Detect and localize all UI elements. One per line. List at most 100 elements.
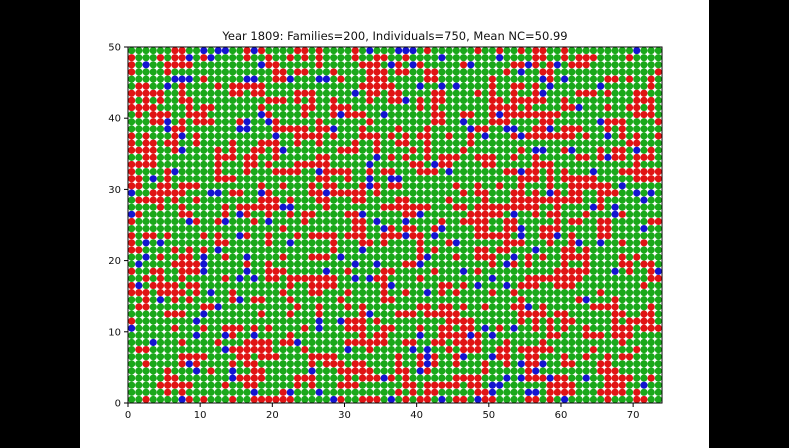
data-point: [351, 310, 359, 318]
data-point: [171, 224, 179, 233]
data-point: [402, 224, 410, 233]
data-point: [214, 253, 222, 261]
data-point: [488, 331, 497, 339]
data-point: [423, 189, 432, 197]
data-point: [373, 281, 381, 290]
data-point: [293, 103, 302, 112]
data-point: [330, 118, 338, 126]
data-point: [582, 146, 590, 154]
data-point: [625, 196, 634, 204]
data-point: [243, 395, 251, 404]
data-point: [459, 196, 468, 204]
data-point: [618, 61, 626, 69]
data-point: [142, 395, 150, 404]
data-point: [164, 324, 172, 332]
data-point: [344, 139, 352, 147]
data-point: [279, 146, 287, 154]
data-point: [221, 118, 230, 126]
data-point: [279, 61, 287, 69]
data-point: [229, 75, 237, 83]
data-point: [575, 324, 583, 332]
data-point: [481, 111, 489, 119]
data-point: [488, 96, 497, 104]
data-point: [156, 125, 165, 133]
data-point: [625, 388, 634, 396]
data-point: [589, 146, 598, 154]
data-point: [250, 246, 258, 254]
data-point: [380, 75, 388, 83]
data-point: [481, 246, 489, 254]
data-point: [611, 346, 619, 354]
data-point: [654, 210, 662, 218]
data-point: [149, 210, 157, 218]
data-point: [604, 296, 612, 304]
data-point: [604, 196, 612, 204]
data-point: [611, 139, 619, 147]
data-point: [207, 61, 215, 69]
data-point: [156, 46, 165, 55]
data-point: [156, 338, 165, 347]
data-point: [395, 367, 403, 375]
data-point: [517, 103, 525, 112]
data-point: [164, 253, 172, 261]
data-point: [431, 196, 439, 204]
data-point: [265, 331, 273, 339]
data-point: [192, 46, 201, 55]
data-point: [351, 388, 359, 396]
data-point: [178, 189, 186, 197]
data-point: [560, 89, 569, 97]
data-point: [625, 303, 634, 311]
data-point: [279, 103, 287, 112]
data-point: [142, 267, 150, 275]
data-point: [380, 182, 388, 190]
data-point: [330, 96, 338, 104]
data-point: [560, 217, 569, 226]
data-point: [135, 75, 143, 83]
data-point: [474, 46, 482, 55]
data-point: [135, 331, 143, 339]
data-point: [510, 203, 518, 211]
data-point: [164, 239, 172, 247]
data-point: [445, 381, 453, 389]
data-point: [366, 310, 374, 318]
data-point: [438, 381, 446, 389]
data-point: [207, 232, 215, 240]
data-point: [214, 331, 222, 339]
data-point: [481, 189, 489, 197]
data-point: [647, 132, 655, 140]
data-point: [229, 260, 237, 268]
data-point: [351, 303, 359, 311]
data-point: [423, 217, 432, 226]
data-point: [387, 61, 395, 69]
data-point: [171, 118, 179, 126]
data-point: [142, 103, 150, 112]
data-point: [546, 374, 554, 382]
data-point: [315, 346, 323, 354]
data-point: [128, 118, 136, 126]
data-point: [272, 160, 280, 169]
data-point: [395, 289, 403, 297]
data-point: [192, 217, 201, 226]
data-point: [351, 346, 359, 354]
data-point: [192, 367, 201, 375]
data-point: [510, 324, 518, 332]
data-point: [604, 175, 612, 183]
data-point: [604, 139, 612, 147]
data-point: [532, 388, 540, 396]
data-point: [315, 68, 323, 76]
data-point: [611, 374, 619, 382]
data-point: [279, 132, 287, 140]
data-point: [149, 331, 157, 339]
data-point: [618, 68, 626, 76]
data-point: [358, 260, 367, 268]
y-tick-label: 0: [115, 399, 121, 410]
data-point: [301, 153, 309, 161]
data-point: [474, 374, 482, 382]
data-point: [445, 111, 453, 119]
data-point: [597, 353, 605, 361]
data-point: [243, 338, 251, 347]
data-point: [647, 46, 655, 55]
data-point: [568, 189, 576, 197]
data-point: [358, 360, 367, 368]
